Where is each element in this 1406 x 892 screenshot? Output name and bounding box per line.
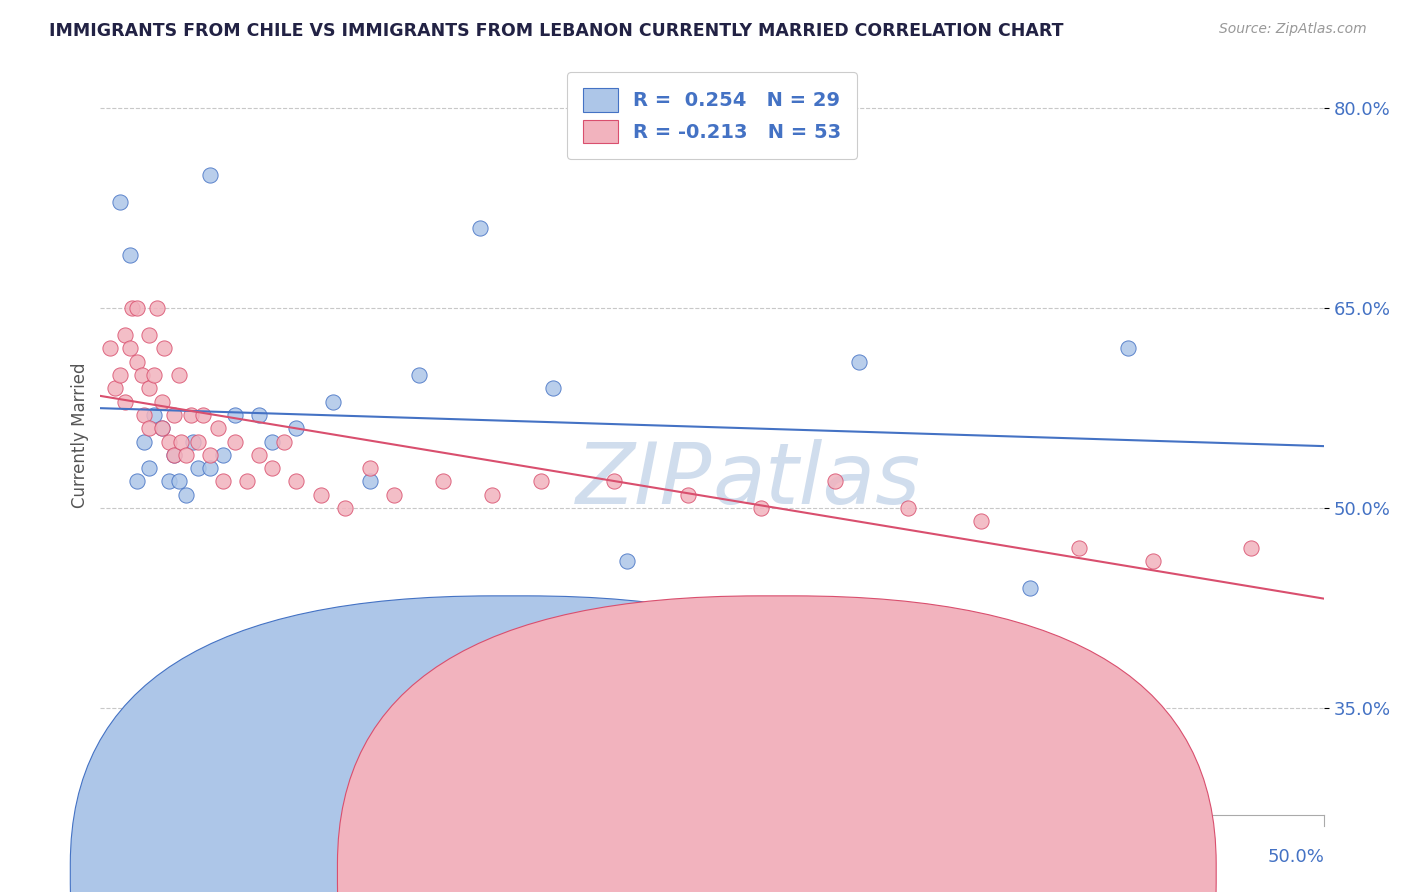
Point — [114, 327, 136, 342]
Point — [432, 475, 454, 489]
Point — [191, 408, 214, 422]
Point — [1142, 554, 1164, 568]
Point — [108, 194, 131, 209]
Point — [260, 461, 283, 475]
Text: IMMIGRANTS FROM CHILE VS IMMIGRANTS FROM LEBANON CURRENTLY MARRIED CORRELATION C: IMMIGRANTS FROM CHILE VS IMMIGRANTS FROM… — [49, 22, 1064, 40]
Point — [167, 475, 190, 489]
Point — [359, 475, 381, 489]
Point — [211, 448, 233, 462]
Point — [163, 448, 186, 462]
Point — [157, 475, 180, 489]
Point — [118, 341, 141, 355]
Point — [131, 368, 153, 382]
Text: 0.0%: 0.0% — [100, 848, 146, 866]
Point — [157, 434, 180, 449]
Point — [150, 421, 173, 435]
Point — [408, 368, 430, 382]
Point — [1019, 581, 1042, 595]
Text: Immigrants from Lebanon: Immigrants from Lebanon — [799, 863, 1014, 881]
Point — [603, 475, 626, 489]
Point — [824, 475, 846, 489]
Point — [897, 501, 920, 516]
Point — [322, 394, 344, 409]
Point — [616, 554, 638, 568]
Point — [285, 421, 308, 435]
Point — [125, 354, 148, 368]
Point — [676, 488, 699, 502]
Point — [970, 515, 993, 529]
Text: Source: ZipAtlas.com: Source: ZipAtlas.com — [1219, 22, 1367, 37]
Point — [236, 475, 259, 489]
Point — [167, 368, 190, 382]
Point — [1240, 541, 1263, 555]
Text: 50.0%: 50.0% — [1267, 848, 1324, 866]
Point — [249, 408, 271, 422]
Point — [150, 394, 173, 409]
Point — [382, 488, 405, 502]
Point — [285, 475, 308, 489]
Point — [153, 341, 176, 355]
Point — [138, 421, 160, 435]
Point — [224, 434, 246, 449]
Point — [359, 461, 381, 475]
Legend: R =  0.254   N = 29, R = -0.213   N = 53: R = 0.254 N = 29, R = -0.213 N = 53 — [568, 72, 858, 159]
Point — [125, 301, 148, 316]
Point — [108, 368, 131, 382]
Point — [150, 421, 173, 435]
Y-axis label: Currently Married: Currently Married — [72, 362, 89, 508]
Point — [125, 475, 148, 489]
Point — [174, 488, 197, 502]
Point — [333, 501, 356, 516]
Point — [183, 434, 205, 449]
Point — [1069, 541, 1091, 555]
Point — [170, 434, 193, 449]
Point — [145, 301, 167, 316]
Point — [200, 461, 222, 475]
Point — [224, 408, 246, 422]
Point — [1118, 341, 1140, 355]
Point — [134, 434, 156, 449]
Point — [118, 248, 141, 262]
Text: ZIP: ZIP — [576, 439, 713, 522]
Point — [187, 461, 209, 475]
Point — [468, 221, 491, 235]
Point — [200, 168, 222, 182]
Point — [211, 475, 233, 489]
Point — [163, 448, 186, 462]
Point — [134, 408, 156, 422]
Point — [848, 354, 870, 368]
Point — [530, 475, 553, 489]
Point — [174, 448, 197, 462]
Point — [163, 408, 186, 422]
Point — [273, 434, 295, 449]
Point — [207, 421, 229, 435]
Point — [249, 448, 271, 462]
Text: atlas: atlas — [713, 439, 921, 522]
Point — [138, 381, 160, 395]
Point — [98, 341, 121, 355]
Point — [260, 434, 283, 449]
Point — [749, 501, 772, 516]
Point — [138, 327, 160, 342]
Point — [114, 394, 136, 409]
Point — [481, 488, 503, 502]
Point — [200, 448, 222, 462]
Point — [104, 381, 127, 395]
Point — [143, 368, 166, 382]
Point — [121, 301, 143, 316]
Point — [180, 408, 202, 422]
Point — [541, 381, 564, 395]
Point — [143, 408, 166, 422]
Point — [309, 488, 332, 502]
Text: Immigrants from Chile: Immigrants from Chile — [531, 863, 717, 881]
Point — [138, 461, 160, 475]
Point — [187, 434, 209, 449]
